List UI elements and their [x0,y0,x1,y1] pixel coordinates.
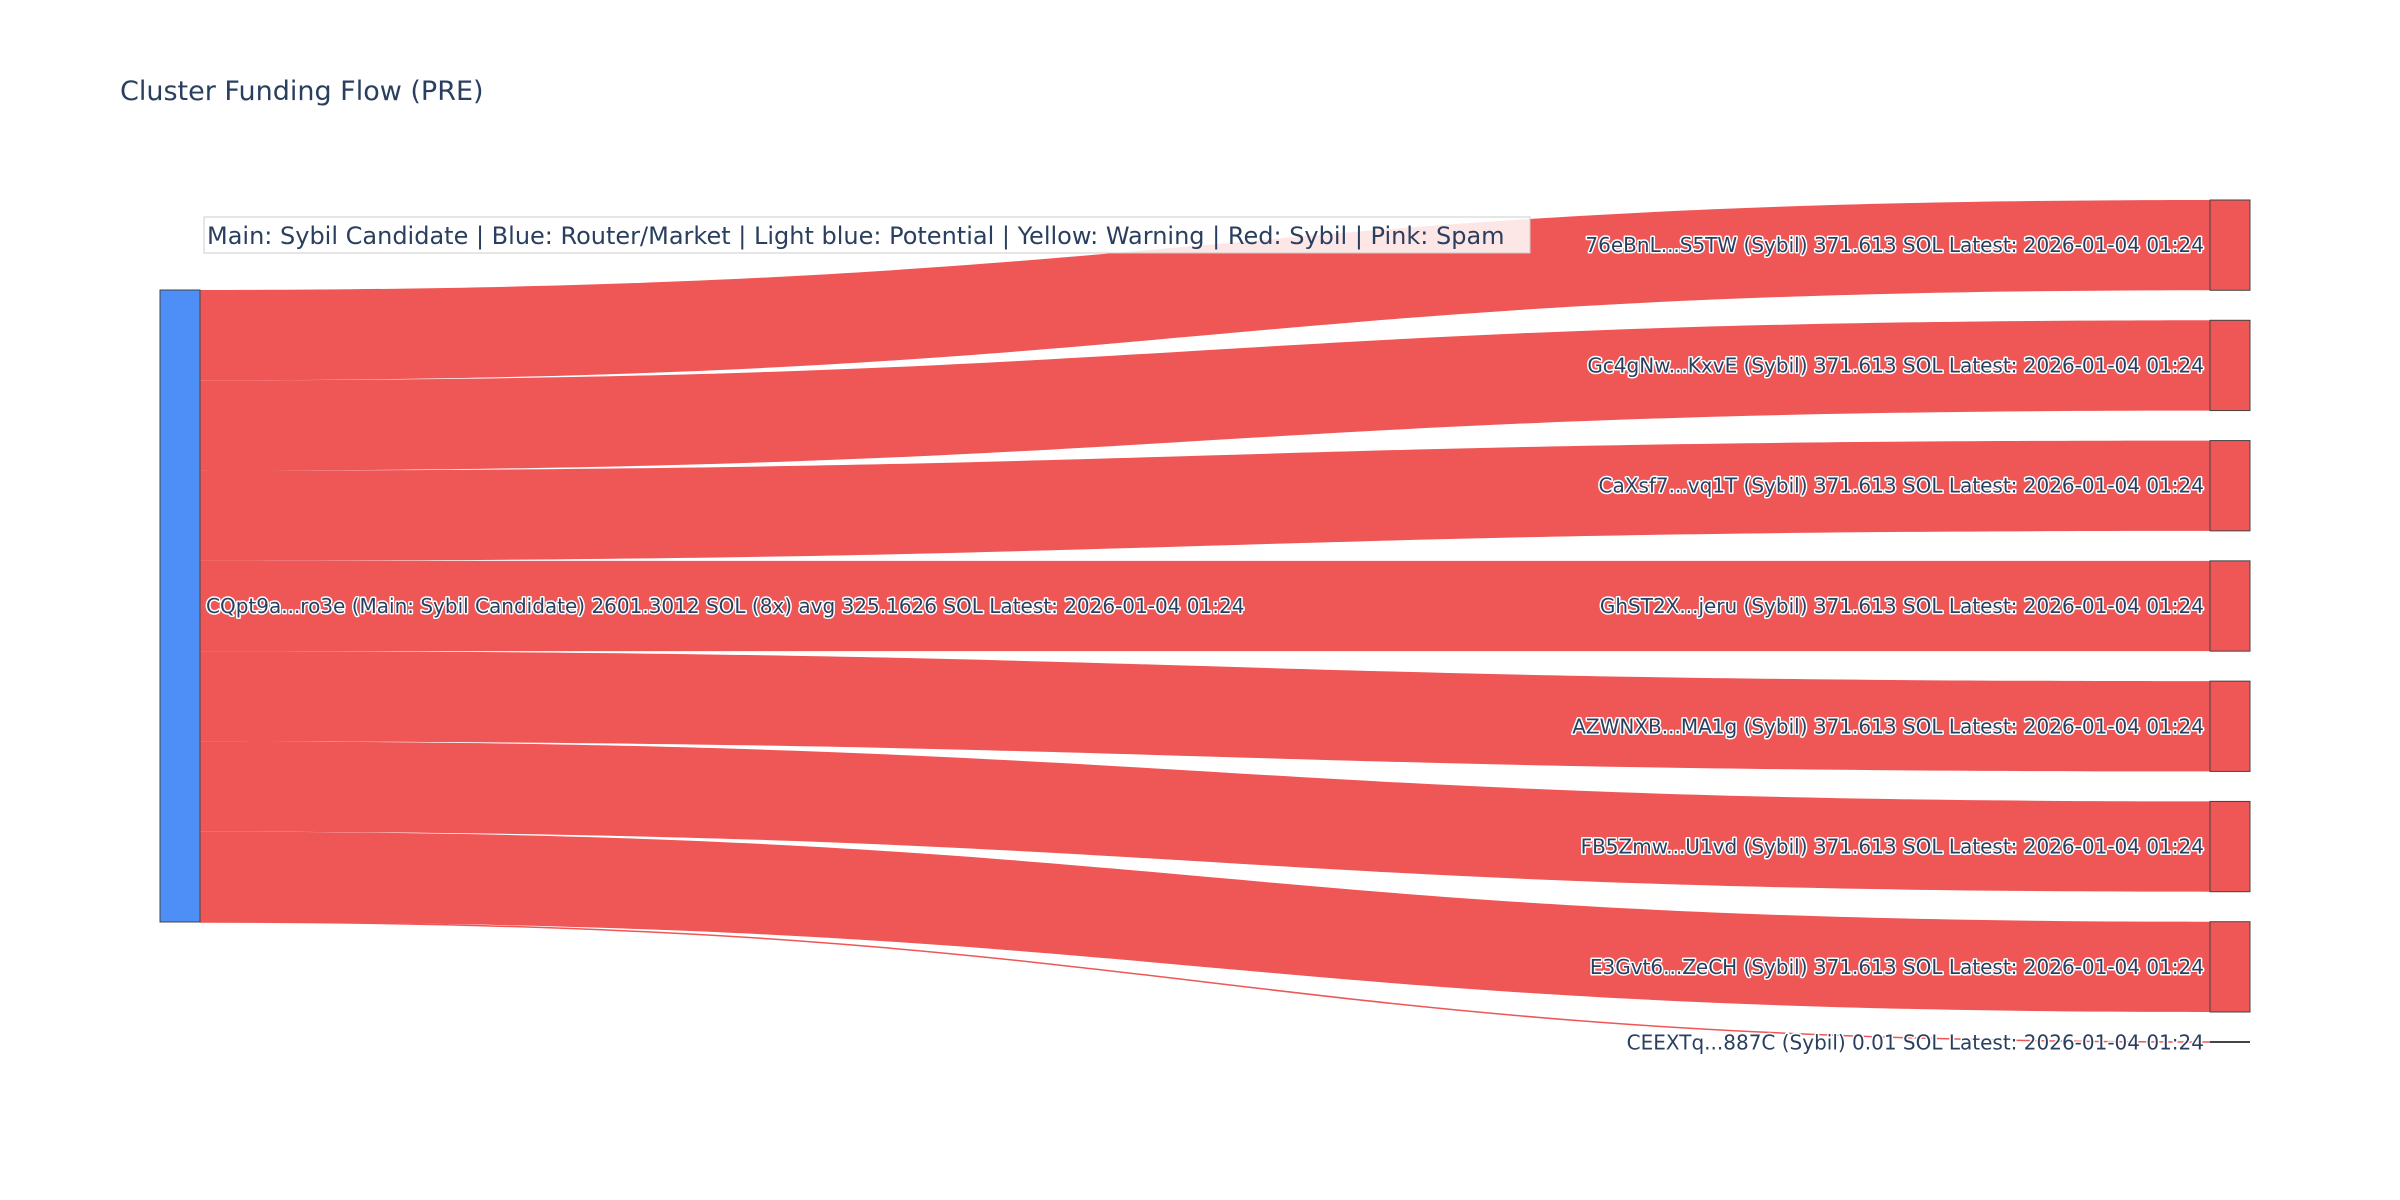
flow-link[interactable] [200,651,2210,772]
target-node[interactable] [2209,440,2251,532]
flow-link[interactable] [200,200,2210,381]
chart-title: Cluster Funding Flow (PRE) [120,76,484,107]
flow-link[interactable] [200,831,2210,1012]
source-node-label: CQpt9a...ro3e (Main: Sybil Candidate) 26… [206,594,1244,618]
target-node[interactable] [2209,319,2251,412]
target-node-label: CaXsf7...vq1T (Sybil) 371.613 SOL Latest… [1599,474,2204,498]
legend-note-box: Main: Sybil Candidate | Blue: Router/Mar… [203,216,1531,254]
target-node[interactable] [2209,680,2251,772]
target-node[interactable] [2209,199,2251,291]
flow-links [199,200,2211,1043]
legend-note-background [203,216,1531,254]
flow-link[interactable] [200,741,2210,892]
flow-link[interactable] [199,921,2211,1043]
target-node-label: E3Gvt6...ZeCH (Sybil) 371.613 SOL Latest… [1590,955,2204,979]
source-node[interactable] [159,289,201,923]
target-node-label: FB5Zmw...U1vd (Sybil) 371.613 SOL Latest… [1581,835,2204,859]
flow-nodes [159,199,2251,1043]
flow-link[interactable] [200,440,2210,561]
target-node[interactable] [2209,921,2251,1013]
target-node-label: CEEXTq...887C (Sybil) 0.01 SOL Latest: 2… [1627,1030,2204,1054]
legend-note: Main: Sybil Candidate | Blue: Router/Mar… [207,222,1505,250]
flow-link[interactable] [200,560,2210,652]
node-labels: CQpt9a...ro3e (Main: Sybil Candidate) 26… [205,232,2206,1056]
target-node-label: AZWNXB...MA1g (Sybil) 371.613 SOL Latest… [1572,714,2204,738]
flow-link[interactable] [200,320,2210,471]
target-node[interactable] [2209,560,2251,652]
target-node-label: GhST2X...jeru (Sybil) 371.613 SOL Latest… [1600,594,2204,618]
target-node-label: Gc4gNw...KxvE (Sybil) 371.613 SOL Latest… [1587,353,2204,377]
target-node[interactable] [2209,800,2251,893]
target-node-label: 76eBnL...S5TW (Sybil) 371.613 SOL Latest… [1585,233,2204,257]
